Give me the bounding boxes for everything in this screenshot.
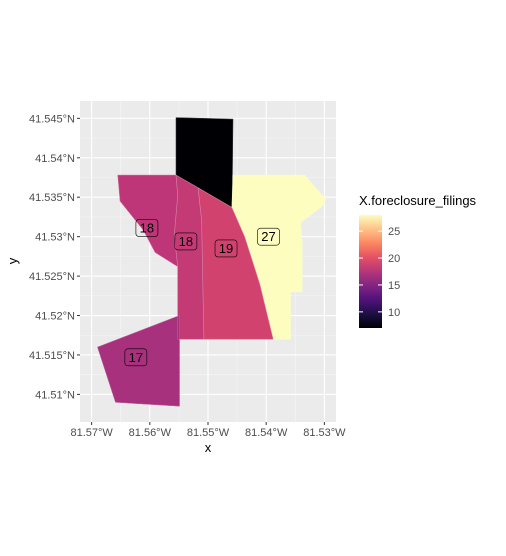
x-tick-label: 81.56°W	[129, 427, 172, 439]
y-tick-label: 41.53°N	[35, 232, 75, 244]
legend-tick-label: 15	[388, 280, 400, 292]
y-tick-label: 41.54°N	[35, 153, 75, 165]
x-tick-label: 81.57°W	[70, 427, 113, 439]
x-tick-label: 81.55°W	[187, 427, 230, 439]
y-tick-label: 41.525°N	[29, 271, 75, 283]
region-label-box	[257, 227, 280, 246]
legend-tick-label: 20	[388, 253, 400, 265]
region-label-text: 18	[140, 220, 154, 235]
y-tick-label: 41.52°N	[35, 311, 75, 323]
region-boundary	[197, 187, 274, 340]
x-tick-label: 81.54°W	[245, 427, 288, 439]
legend-tick-label: 25	[388, 226, 400, 238]
region-boundary	[173, 174, 205, 340]
region-label-box	[124, 348, 148, 367]
region-label-text: 27	[261, 229, 275, 244]
y-axis-ticks: 41.51°N 41.515°N 41.52°N 41.525°N 41.53°N 41.…	[29, 113, 80, 401]
y-axis-title: y	[5, 257, 20, 264]
region-boundary	[231, 174, 327, 340]
y-tick-label: 41.515°N	[29, 350, 75, 362]
legend: X.foreclosure_filings 10 15 20 25	[359, 193, 477, 328]
x-tick-label: 81.53°W	[303, 427, 346, 439]
legend-ticks: 10 15 20 25	[359, 226, 400, 319]
region-boundary	[97, 315, 180, 407]
legend-title: X.foreclosure_filings	[359, 193, 477, 208]
region-label-text: 17	[129, 350, 143, 365]
region-labels: 18 18 19 27 17	[124, 219, 280, 367]
region-boundary	[175, 117, 234, 209]
y-tick-label: 41.51°N	[35, 389, 75, 401]
x-axis-title: x	[205, 440, 212, 455]
y-tick-label: 41.535°N	[29, 192, 75, 204]
region-label-text: 19	[219, 241, 233, 256]
region-label-text: 18	[179, 234, 193, 249]
legend-colorbar	[359, 215, 382, 328]
x-axis-ticks: 81.57°W 81.56°W 81.55°W 81.54°W 81.53°W	[70, 422, 346, 439]
y-tick-label: 41.545°N	[29, 113, 75, 125]
region-label-box	[135, 219, 159, 237]
map-region	[117, 174, 178, 267]
region-label-box	[214, 239, 238, 258]
map-regions	[97, 117, 327, 407]
region-label-box	[174, 232, 198, 251]
legend-tick-label: 10	[388, 307, 400, 319]
region-boundary	[117, 174, 179, 268]
map-region	[97, 315, 180, 407]
